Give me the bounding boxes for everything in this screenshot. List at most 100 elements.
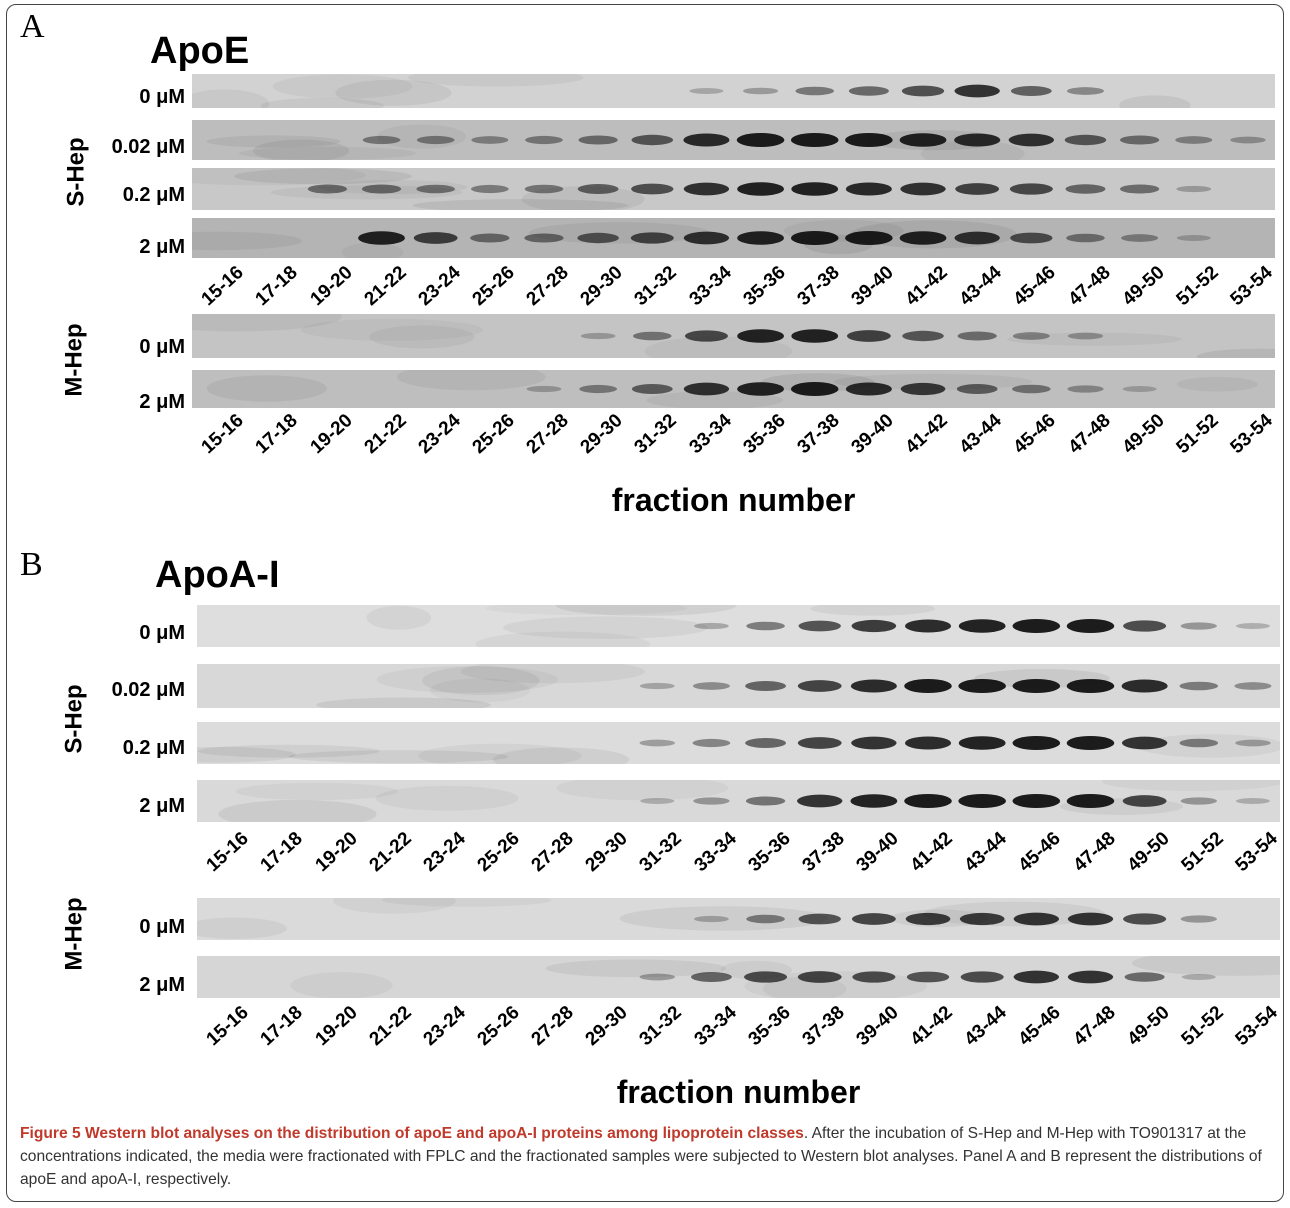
blot-band: [577, 232, 619, 244]
blot-smudge: [197, 746, 296, 763]
blot-smudge: [236, 783, 398, 800]
blot-smudge: [407, 74, 584, 87]
blot-band: [1121, 234, 1159, 242]
fraction-tick-label: 27-28: [522, 410, 573, 459]
fraction-tick-label: 51-52: [1172, 262, 1223, 311]
blot-band: [1180, 797, 1217, 805]
fraction-tick-label: 41-42: [906, 1002, 957, 1051]
blot-band: [1066, 794, 1115, 808]
blot-smudge: [1176, 376, 1259, 392]
panel-a-title: ApoE: [150, 30, 250, 72]
fraction-tick-label: 47-48: [1069, 1002, 1120, 1051]
blot-smudge: [234, 168, 412, 185]
blot-band: [899, 231, 947, 245]
blot-band: [790, 231, 839, 245]
blot-band: [578, 135, 618, 145]
fraction-tick-label: 39-40: [852, 828, 903, 877]
blot-band: [1119, 184, 1160, 194]
blot-band: [630, 232, 674, 244]
blot-band: [1009, 183, 1053, 195]
fraction-tick-label: 33-34: [685, 262, 736, 311]
blot-smudge: [412, 199, 629, 210]
panel-b-fraction-ticks-top: 15-16 17-18 19-20 21-22 23-24 25-26 27-28 29-30…: [197, 828, 1282, 878]
blot-strip-apoai-mhep-0um: [197, 898, 1280, 940]
blot-svg: [192, 120, 1275, 160]
blot-smudge: [545, 959, 727, 978]
blot-band: [737, 382, 785, 396]
blot-band: [904, 736, 952, 750]
fraction-tick-label: 47-48: [1064, 262, 1115, 311]
fraction-tick-label: 35-36: [739, 262, 790, 311]
fraction-tick-label: 27-28: [522, 262, 573, 311]
blot-smudge: [646, 391, 783, 408]
blot-band: [1012, 619, 1061, 633]
fraction-tick-label: 17-18: [251, 262, 303, 311]
blot-band: [848, 86, 889, 96]
blot-smudge: [475, 631, 651, 647]
blot-band: [413, 232, 458, 244]
fraction-tick-label: 35-36: [739, 410, 790, 459]
blot-smudge: [920, 140, 1025, 160]
fraction-tick-label: 37-38: [798, 1002, 849, 1051]
fraction-tick-label: 15-16: [197, 262, 248, 311]
fraction-tick-label: 41-42: [901, 410, 952, 459]
fraction-tick-label: 27-28: [527, 828, 578, 877]
blot-band: [798, 913, 841, 925]
blot-svg: [192, 314, 1275, 358]
panel-b-lane-conc: 0.02 μM: [111, 679, 185, 701]
panel-b-lane-conc: 2 μM: [139, 974, 185, 996]
blot-band: [631, 183, 674, 195]
blot-smudge: [1196, 348, 1275, 358]
fraction-tick-label: 51-52: [1177, 828, 1228, 877]
figure-caption-text: . After the incubation of S-Hep and M-He…: [20, 1125, 1262, 1188]
blot-band: [683, 182, 730, 196]
blot-svg: [192, 370, 1275, 408]
blot-background: [197, 605, 1280, 647]
blot-strip-apoai-mhep-2um: [197, 956, 1280, 998]
fraction-tick-label: 19-20: [306, 262, 357, 311]
blot-band: [1013, 970, 1060, 984]
fraction-tick-label: 49-50: [1123, 1002, 1174, 1051]
fraction-tick-label: 41-42: [906, 828, 957, 877]
fraction-tick-label: 23-24: [419, 1002, 470, 1051]
blot-band: [745, 681, 786, 691]
fraction-tick-label: 45-46: [1009, 410, 1061, 459]
blot-band: [579, 384, 618, 394]
blot-smudge: [493, 747, 630, 764]
blot-band: [956, 384, 998, 394]
fraction-tick-label: 41-42: [901, 262, 952, 311]
blot-band: [737, 182, 785, 196]
blot-band: [851, 619, 897, 633]
blot-band: [1176, 235, 1211, 241]
blot-band: [851, 913, 896, 925]
fraction-tick-label: 45-46: [1009, 262, 1061, 311]
blot-band: [1008, 133, 1055, 147]
fraction-tick-label: 25-26: [468, 410, 519, 459]
panel-b-lane-conc: 0.2 μM: [122, 737, 185, 759]
blot-svg: [197, 605, 1280, 647]
blot-smudge: [503, 616, 708, 639]
fraction-tick-label: 21-22: [360, 410, 411, 459]
blot-strip-apoai-shep-0um: [197, 605, 1280, 647]
blot-band: [850, 794, 898, 808]
blot-band: [852, 971, 896, 983]
panel-a-lane-conc: 2 μM: [139, 236, 185, 258]
blot-smudge: [192, 231, 303, 251]
blot-band: [1234, 682, 1272, 690]
blot-background: [192, 314, 1275, 358]
blot-band: [631, 134, 674, 146]
blot-smudge: [290, 972, 392, 998]
blot-band: [1179, 738, 1219, 748]
blot-band: [307, 184, 348, 194]
blot-band: [901, 85, 945, 97]
blot-band: [471, 136, 509, 144]
blot-strip-apoe-shep-0-02um: [192, 120, 1275, 160]
blot-band: [955, 183, 1000, 195]
blot-band: [737, 231, 785, 245]
fraction-tick-label: 29-30: [581, 828, 632, 877]
blot-band: [791, 329, 839, 343]
blot-smudge: [619, 906, 828, 931]
fraction-tick-label: 17-18: [251, 410, 303, 459]
blot-band: [851, 736, 897, 750]
blot-svg: [192, 74, 1275, 108]
